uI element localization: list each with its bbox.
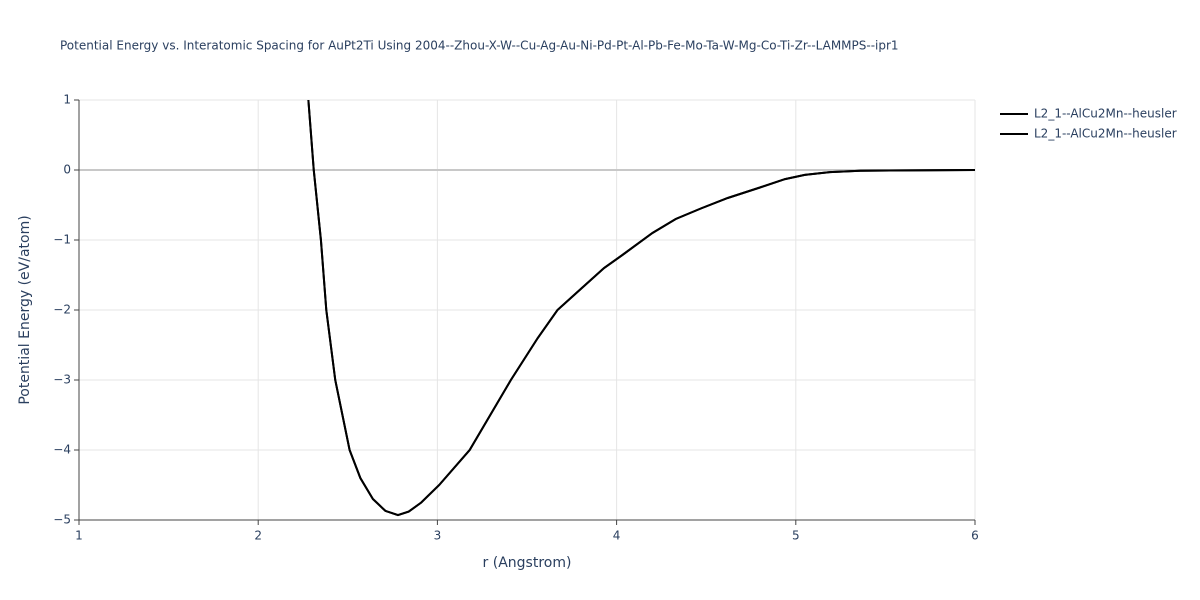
legend-label: L2_1--AlCu2Mn--heusler	[1034, 107, 1177, 121]
y-tick-label: −5	[53, 513, 71, 527]
y-axis-label: Potential Energy (eV/atom)	[17, 215, 33, 404]
x-tick-label: 4	[613, 529, 621, 543]
chart-title: Potential Energy vs. Interatomic Spacing…	[60, 39, 899, 53]
y-tick-label: −1	[53, 233, 71, 247]
x-tick-label: 5	[792, 529, 800, 543]
x-axis-label: r (Angstrom)	[483, 555, 572, 571]
legend-label: L2_1--AlCu2Mn--heusler	[1034, 127, 1177, 141]
series-line	[307, 100, 975, 517]
x-tick-label: 2	[254, 529, 262, 543]
y-tick-label: −2	[53, 303, 71, 317]
y-tick-label: −3	[53, 373, 71, 387]
y-tick-label: 0	[63, 163, 71, 177]
y-tick-label: −4	[53, 443, 71, 457]
y-tick-label: 1	[63, 93, 71, 107]
x-tick-label: 6	[971, 529, 979, 543]
x-tick-label: 3	[434, 529, 442, 543]
x-tick-label: 1	[75, 529, 83, 543]
series-line	[307, 100, 975, 517]
